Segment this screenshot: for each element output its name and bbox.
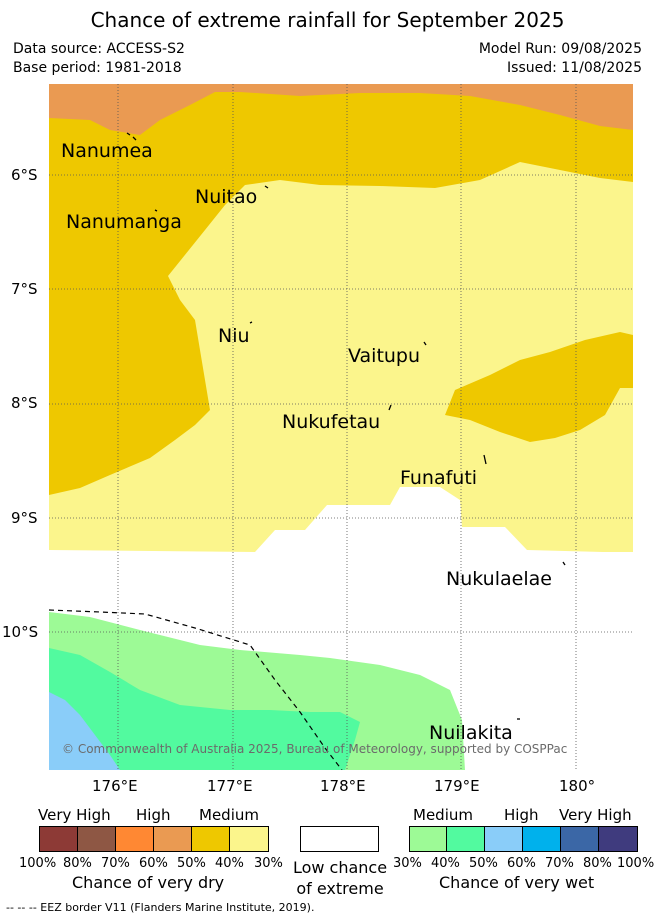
- map-title: Chance of extreme rainfall for September…: [90, 8, 565, 32]
- legend-swatch-wet: [560, 826, 599, 852]
- legend-swatch-dry: [77, 826, 116, 852]
- legend-dry-tick: 100%: [19, 856, 57, 871]
- legend-wet-tick: 70%: [545, 856, 574, 871]
- island-marks: [126, 132, 566, 720]
- lon-label: 176°E: [92, 777, 138, 795]
- legend-swatch-dry: [191, 826, 230, 852]
- island-label-nuilakita: Nuilakita: [429, 722, 513, 744]
- wet-medium-region: [49, 648, 360, 770]
- island-label-niu: Niu: [218, 325, 250, 347]
- meta-left: Data source: ACCESS-S2 Base period: 1981…: [13, 40, 185, 78]
- legend-dry-tick: 70%: [101, 856, 130, 871]
- legend-swatch-dry: [115, 826, 154, 852]
- issued-date: Issued: 11/08/2025: [507, 60, 642, 76]
- lat-label: 7°S: [11, 280, 38, 298]
- island-label-nukulaelae: Nukulaelae: [446, 568, 552, 590]
- legend-dry-caption: Chance of very dry: [72, 873, 225, 892]
- legend-swatch-dry: [229, 826, 269, 852]
- map-regions: [49, 84, 633, 770]
- lat-label: 10°S: [2, 623, 39, 641]
- lat-label: 9°S: [11, 509, 38, 527]
- legend-dry-tick: 50%: [177, 856, 206, 871]
- island-label-nuitao: Nuitao: [195, 186, 258, 208]
- graticule: [49, 84, 633, 770]
- legend-wet-tick: 80%: [583, 856, 612, 871]
- legend-wet-level: High: [504, 806, 539, 824]
- legend-dry-tick: 60%: [139, 856, 168, 871]
- legend-swatch-wet: [522, 826, 561, 852]
- legend-wet-level: Very High: [559, 806, 632, 824]
- lon-label: 177°E: [207, 777, 253, 795]
- legend-wet-level: Medium: [413, 806, 473, 824]
- legend-dry-tick: 80%: [63, 856, 92, 871]
- lon-label: 180°: [559, 777, 596, 795]
- legend-low-caption-1: Low chance: [292, 858, 388, 877]
- legend-swatch-wet: [409, 826, 447, 852]
- legend-swatch-dry: [39, 826, 78, 852]
- dry-medium-region-east: [445, 332, 633, 442]
- island-label-funafuti: Funafuti: [400, 467, 478, 489]
- legend-low-caption-2: of extreme: [296, 879, 384, 898]
- legend-wet-tick: 30%: [393, 856, 422, 871]
- lat-label: 8°S: [11, 394, 38, 412]
- lat-label: 6°S: [11, 166, 38, 184]
- island-label-vaitupu: Vaitupu: [348, 345, 421, 367]
- island-label-nukufetau: Nukufetau: [282, 411, 381, 433]
- legend-dry-level: Very High: [38, 806, 111, 824]
- island-label-nanumea: Nanumea: [61, 140, 153, 162]
- dry-medium-region-northwest: [49, 84, 633, 495]
- legend-dry-level: Medium: [199, 806, 259, 824]
- legend-wet-tick: 60%: [507, 856, 536, 871]
- legend-dry-level: High: [136, 806, 171, 824]
- legend-swatch-dry: [153, 826, 192, 852]
- eez-footer-note: -- -- -- EEZ border V11 (Flanders Marine…: [6, 901, 315, 914]
- data-source: Data source: ACCESS-S2: [13, 41, 185, 57]
- base-period: Base period: 1981-2018: [13, 60, 182, 76]
- dry-high-region: [49, 84, 633, 135]
- legend-swatch-wet: [598, 826, 638, 852]
- legend-wet-tick: 50%: [469, 856, 498, 871]
- copyright-notice: © Commonwealth of Australia 2025, Bureau…: [62, 742, 568, 756]
- eez-border: [49, 609, 343, 770]
- model-run: Model Run: 09/08/2025: [478, 41, 642, 57]
- island-label-nanumanga: Nanumanga: [66, 211, 182, 233]
- legend-dry-tick: 40%: [215, 856, 244, 871]
- legend-wet-caption: Chance of very wet: [439, 873, 595, 892]
- legend-wet-tick: 40%: [431, 856, 460, 871]
- legend-swatch-wet: [446, 826, 485, 852]
- legend-dry-tick: 30%: [254, 856, 283, 871]
- lon-label: 178°E: [320, 777, 366, 795]
- legend-swatch-wet: [484, 826, 523, 852]
- wet-high-region: [49, 692, 120, 770]
- lon-label: 179°E: [434, 777, 480, 795]
- legend-swatch-low: [300, 826, 379, 852]
- meta-right: Model Run: 09/08/2025 Issued: 11/08/2025: [479, 40, 642, 78]
- legend-wet-tick: 100%: [617, 856, 655, 871]
